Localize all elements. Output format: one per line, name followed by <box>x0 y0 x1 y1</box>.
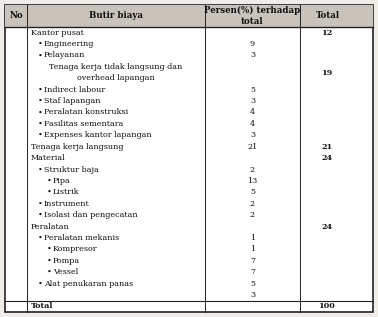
Text: 13: 13 <box>247 177 258 185</box>
Text: Struktur baja: Struktur baja <box>44 165 99 173</box>
Text: overhead lapangan: overhead lapangan <box>77 74 155 82</box>
Bar <box>5 5 373 27</box>
Text: 2: 2 <box>250 200 255 208</box>
Text: Isolasi dan pengecatan: Isolasi dan pengecatan <box>44 211 138 219</box>
Text: Instrument: Instrument <box>44 200 90 208</box>
Text: •: • <box>38 51 43 60</box>
Text: 9: 9 <box>250 40 255 48</box>
Text: 5: 5 <box>250 280 255 288</box>
Text: Peralatan: Peralatan <box>31 223 70 230</box>
Text: Alat penukaran panas: Alat penukaran panas <box>44 280 133 288</box>
Text: •: • <box>38 120 43 128</box>
Text: Engineering: Engineering <box>44 40 94 48</box>
Text: Pipa: Pipa <box>53 177 71 185</box>
Text: Butir biaya: Butir biaya <box>89 11 143 21</box>
Text: Total: Total <box>31 302 53 310</box>
Text: Material: Material <box>31 154 66 162</box>
Text: 1: 1 <box>250 234 255 242</box>
Text: •: • <box>38 165 43 173</box>
Text: •: • <box>38 40 43 48</box>
Text: •: • <box>38 108 43 117</box>
Text: 5: 5 <box>250 86 255 94</box>
Text: •: • <box>38 86 43 94</box>
Text: 1: 1 <box>250 245 255 253</box>
Text: Pompa: Pompa <box>53 257 80 265</box>
Text: Kantor pusat: Kantor pusat <box>31 29 84 37</box>
Text: •: • <box>47 188 52 196</box>
Text: Total: Total <box>315 11 339 21</box>
Text: Listrik: Listrik <box>53 188 80 196</box>
Text: •: • <box>38 211 43 219</box>
Text: 100: 100 <box>319 302 336 310</box>
Text: •: • <box>38 200 43 208</box>
Text: Peralatan konstruksi: Peralatan konstruksi <box>44 108 128 117</box>
Text: 21: 21 <box>322 143 333 151</box>
Text: 7: 7 <box>250 257 255 265</box>
Text: 21: 21 <box>247 143 258 151</box>
Text: •: • <box>47 177 52 185</box>
Text: •: • <box>47 245 52 253</box>
Text: 3: 3 <box>250 131 255 139</box>
Text: 3: 3 <box>250 51 255 60</box>
Text: Peralatan mekanis: Peralatan mekanis <box>44 234 119 242</box>
Text: 12: 12 <box>322 29 333 37</box>
Text: Pelayanan: Pelayanan <box>44 51 85 60</box>
Text: Tenaga kerja tidak langsung dan: Tenaga kerja tidak langsung dan <box>50 63 183 71</box>
Text: 3: 3 <box>250 291 255 299</box>
Text: Kompresor: Kompresor <box>53 245 98 253</box>
Text: No: No <box>9 11 23 21</box>
Text: 5: 5 <box>250 188 255 196</box>
Text: •: • <box>47 257 52 265</box>
Text: •: • <box>38 97 43 105</box>
Text: 3: 3 <box>250 97 255 105</box>
Text: Fasilitas sementara: Fasilitas sementara <box>44 120 123 128</box>
Text: 24: 24 <box>322 154 333 162</box>
Text: •: • <box>38 131 43 139</box>
Text: •: • <box>38 280 43 288</box>
Text: Expenses kantor lapangan: Expenses kantor lapangan <box>44 131 152 139</box>
Text: Staf lapangan: Staf lapangan <box>44 97 101 105</box>
Text: 24: 24 <box>322 223 333 230</box>
Text: Vessel: Vessel <box>53 268 78 276</box>
Text: 2: 2 <box>250 211 255 219</box>
Text: Tenaga kerja langsung: Tenaga kerja langsung <box>31 143 124 151</box>
Text: 7: 7 <box>250 268 255 276</box>
Text: Indirect labour: Indirect labour <box>44 86 105 94</box>
Text: Persen(%) terhadap
total: Persen(%) terhadap total <box>204 6 301 26</box>
Text: •: • <box>38 234 43 242</box>
Text: •: • <box>47 268 52 276</box>
Text: 2: 2 <box>250 165 255 173</box>
Text: 4: 4 <box>250 108 255 117</box>
Text: 4: 4 <box>250 120 255 128</box>
Text: 19: 19 <box>322 68 333 77</box>
